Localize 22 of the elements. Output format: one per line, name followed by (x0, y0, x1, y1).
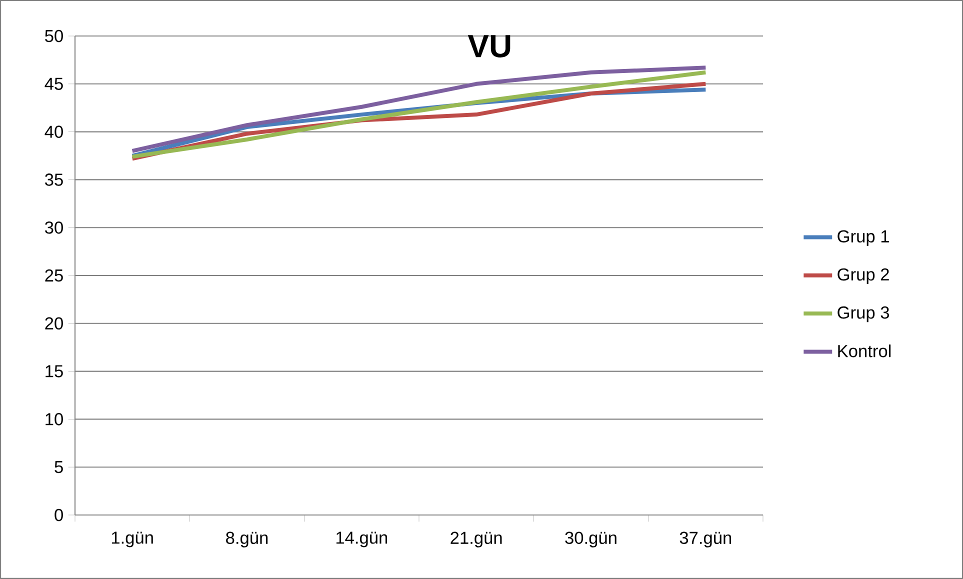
y-tick-label: 30 (45, 221, 63, 234)
legend-label: Grup 1 (838, 230, 889, 246)
legend-label: Grup 2 (838, 268, 889, 284)
y-tick-label: 15 (46, 365, 63, 378)
x-tick-label: 21.gün (450, 532, 502, 548)
y-tick-label: 25 (45, 269, 63, 282)
y-tick-label: 50 (45, 30, 63, 42)
legend-label: Kontrol (838, 344, 891, 358)
y-tick-label: 20 (45, 317, 63, 330)
x-tick-label: 37.gün (680, 532, 732, 548)
legend-label: Grup 3 (838, 306, 890, 322)
x-tick-label: 30.gün (565, 532, 616, 548)
y-tick-label: 5 (54, 461, 63, 474)
y-tick-label: 40 (44, 126, 63, 138)
y-tick-label: 35 (45, 174, 63, 186)
y-tick-label: 45 (44, 78, 63, 90)
x-tick-label: 14.gün (336, 532, 388, 548)
y-tick-label: 10 (46, 413, 63, 426)
x-tick-label: 1.gün (112, 532, 153, 548)
chart-title: VU (468, 35, 510, 58)
x-tick-label: 8.gün (226, 532, 268, 548)
y-tick-label: 0 (54, 508, 63, 522)
